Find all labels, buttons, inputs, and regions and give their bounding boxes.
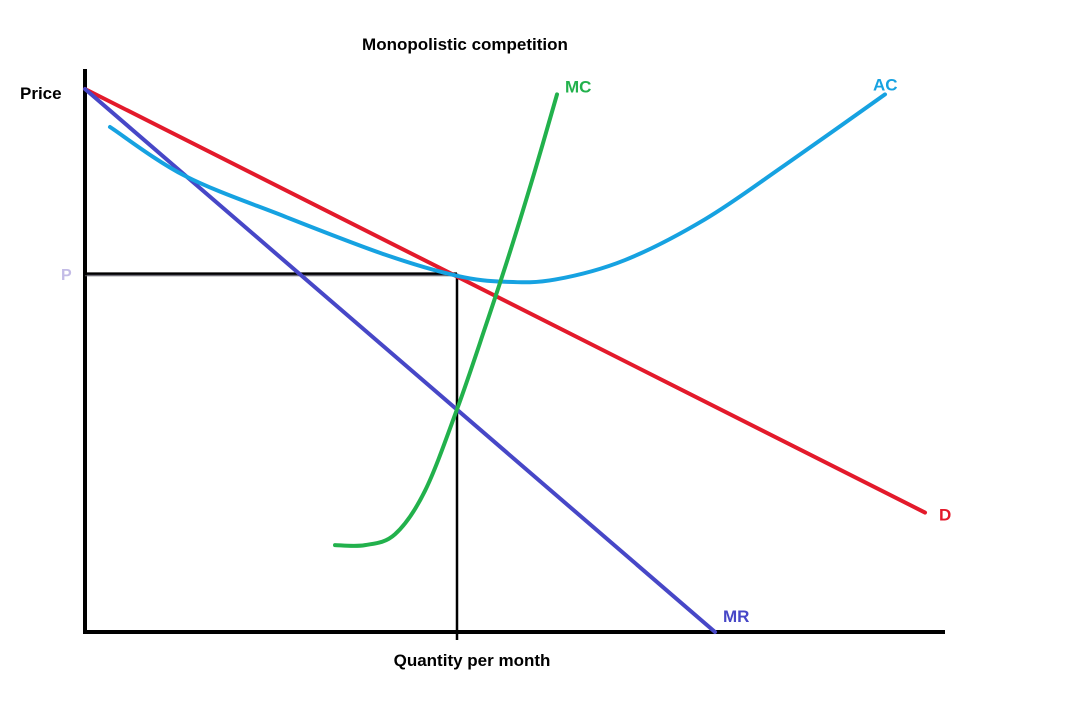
chart-layer: MC AC D MR	[83, 69, 951, 640]
chart-title: Monopolistic competition	[362, 35, 568, 54]
marginal-cost-curve	[333, 92, 559, 548]
d-label: D	[939, 506, 951, 525]
mr-label: MR	[723, 607, 749, 626]
x-axis-label: Quantity per month	[394, 651, 551, 670]
demand-curve	[83, 87, 927, 515]
ac-label: AC	[873, 75, 898, 94]
average-cost-curve	[108, 92, 887, 285]
y-axis-label: Price	[20, 84, 62, 103]
mc-label: MC	[565, 77, 591, 96]
price-label: P	[61, 267, 72, 284]
